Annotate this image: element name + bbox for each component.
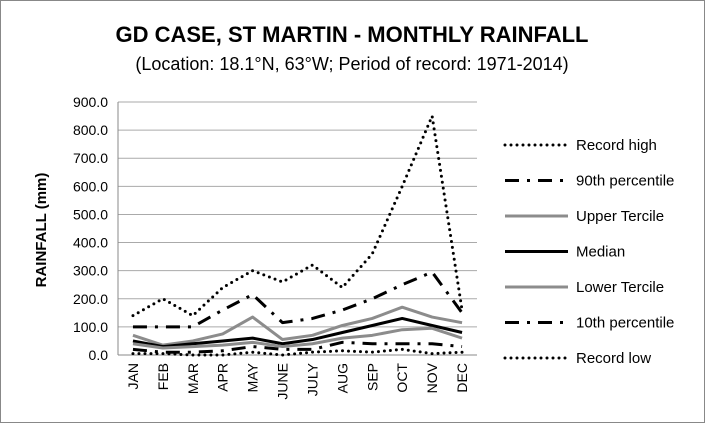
y-tick-label: 400.0 <box>73 235 108 251</box>
series-line-record-high <box>131 114 464 318</box>
y-tick-label: 900.0 <box>73 94 108 110</box>
series-line-lower-tercile <box>132 326 463 350</box>
legend-label: Lower Tercile <box>576 279 664 296</box>
y-tick-label: 100.0 <box>73 319 108 335</box>
y-tick-label: 800.0 <box>73 122 108 138</box>
series-line-90th-percentile <box>132 270 464 329</box>
legend-label: Record low <box>576 350 651 367</box>
chart-title: GD CASE, ST MARTIN - MONTHLY RAINFALL <box>116 22 589 47</box>
x-tick-label: JULY <box>304 362 320 396</box>
series-line-10th-percentile <box>132 340 463 354</box>
x-tick-label: APR <box>215 363 231 392</box>
y-tick-label: 700.0 <box>73 150 108 166</box>
x-tick-label: NOV <box>424 362 440 393</box>
x-tick-label: JAN <box>125 363 141 389</box>
legend-label: 90th percentile <box>576 173 674 190</box>
legend-label: Median <box>576 244 625 261</box>
y-tick-label: 300.0 <box>73 263 108 279</box>
series-line-median <box>132 316 463 349</box>
x-tick-label: FEB <box>155 363 171 390</box>
y-tick-label: 600.0 <box>73 178 108 194</box>
legend-label: 10th percentile <box>576 315 674 332</box>
x-tick-label: AUG <box>334 363 350 393</box>
y-axis-label: RAINFALL (mm) <box>33 173 50 288</box>
x-tick-label: DEC <box>454 363 470 393</box>
legend-label: Record high <box>576 137 657 154</box>
chart-subtitle: (Location: 18.1°N, 63°W; Period of recor… <box>135 54 568 74</box>
x-tick-label: MAY <box>245 362 261 392</box>
x-tick-label: SEP <box>364 363 380 391</box>
legend-label: Upper Tercile <box>576 208 664 225</box>
y-tick-label: 200.0 <box>73 291 108 307</box>
y-tick-label: 500.0 <box>73 206 108 222</box>
series-line-upper-tercile <box>132 305 463 347</box>
series-line-record-low <box>131 347 464 357</box>
x-tick-label: MAR <box>185 363 201 394</box>
y-tick-label: 0.0 <box>89 347 109 363</box>
x-tick-label: JUNE <box>275 363 291 400</box>
x-tick-label: OCT <box>394 363 410 393</box>
